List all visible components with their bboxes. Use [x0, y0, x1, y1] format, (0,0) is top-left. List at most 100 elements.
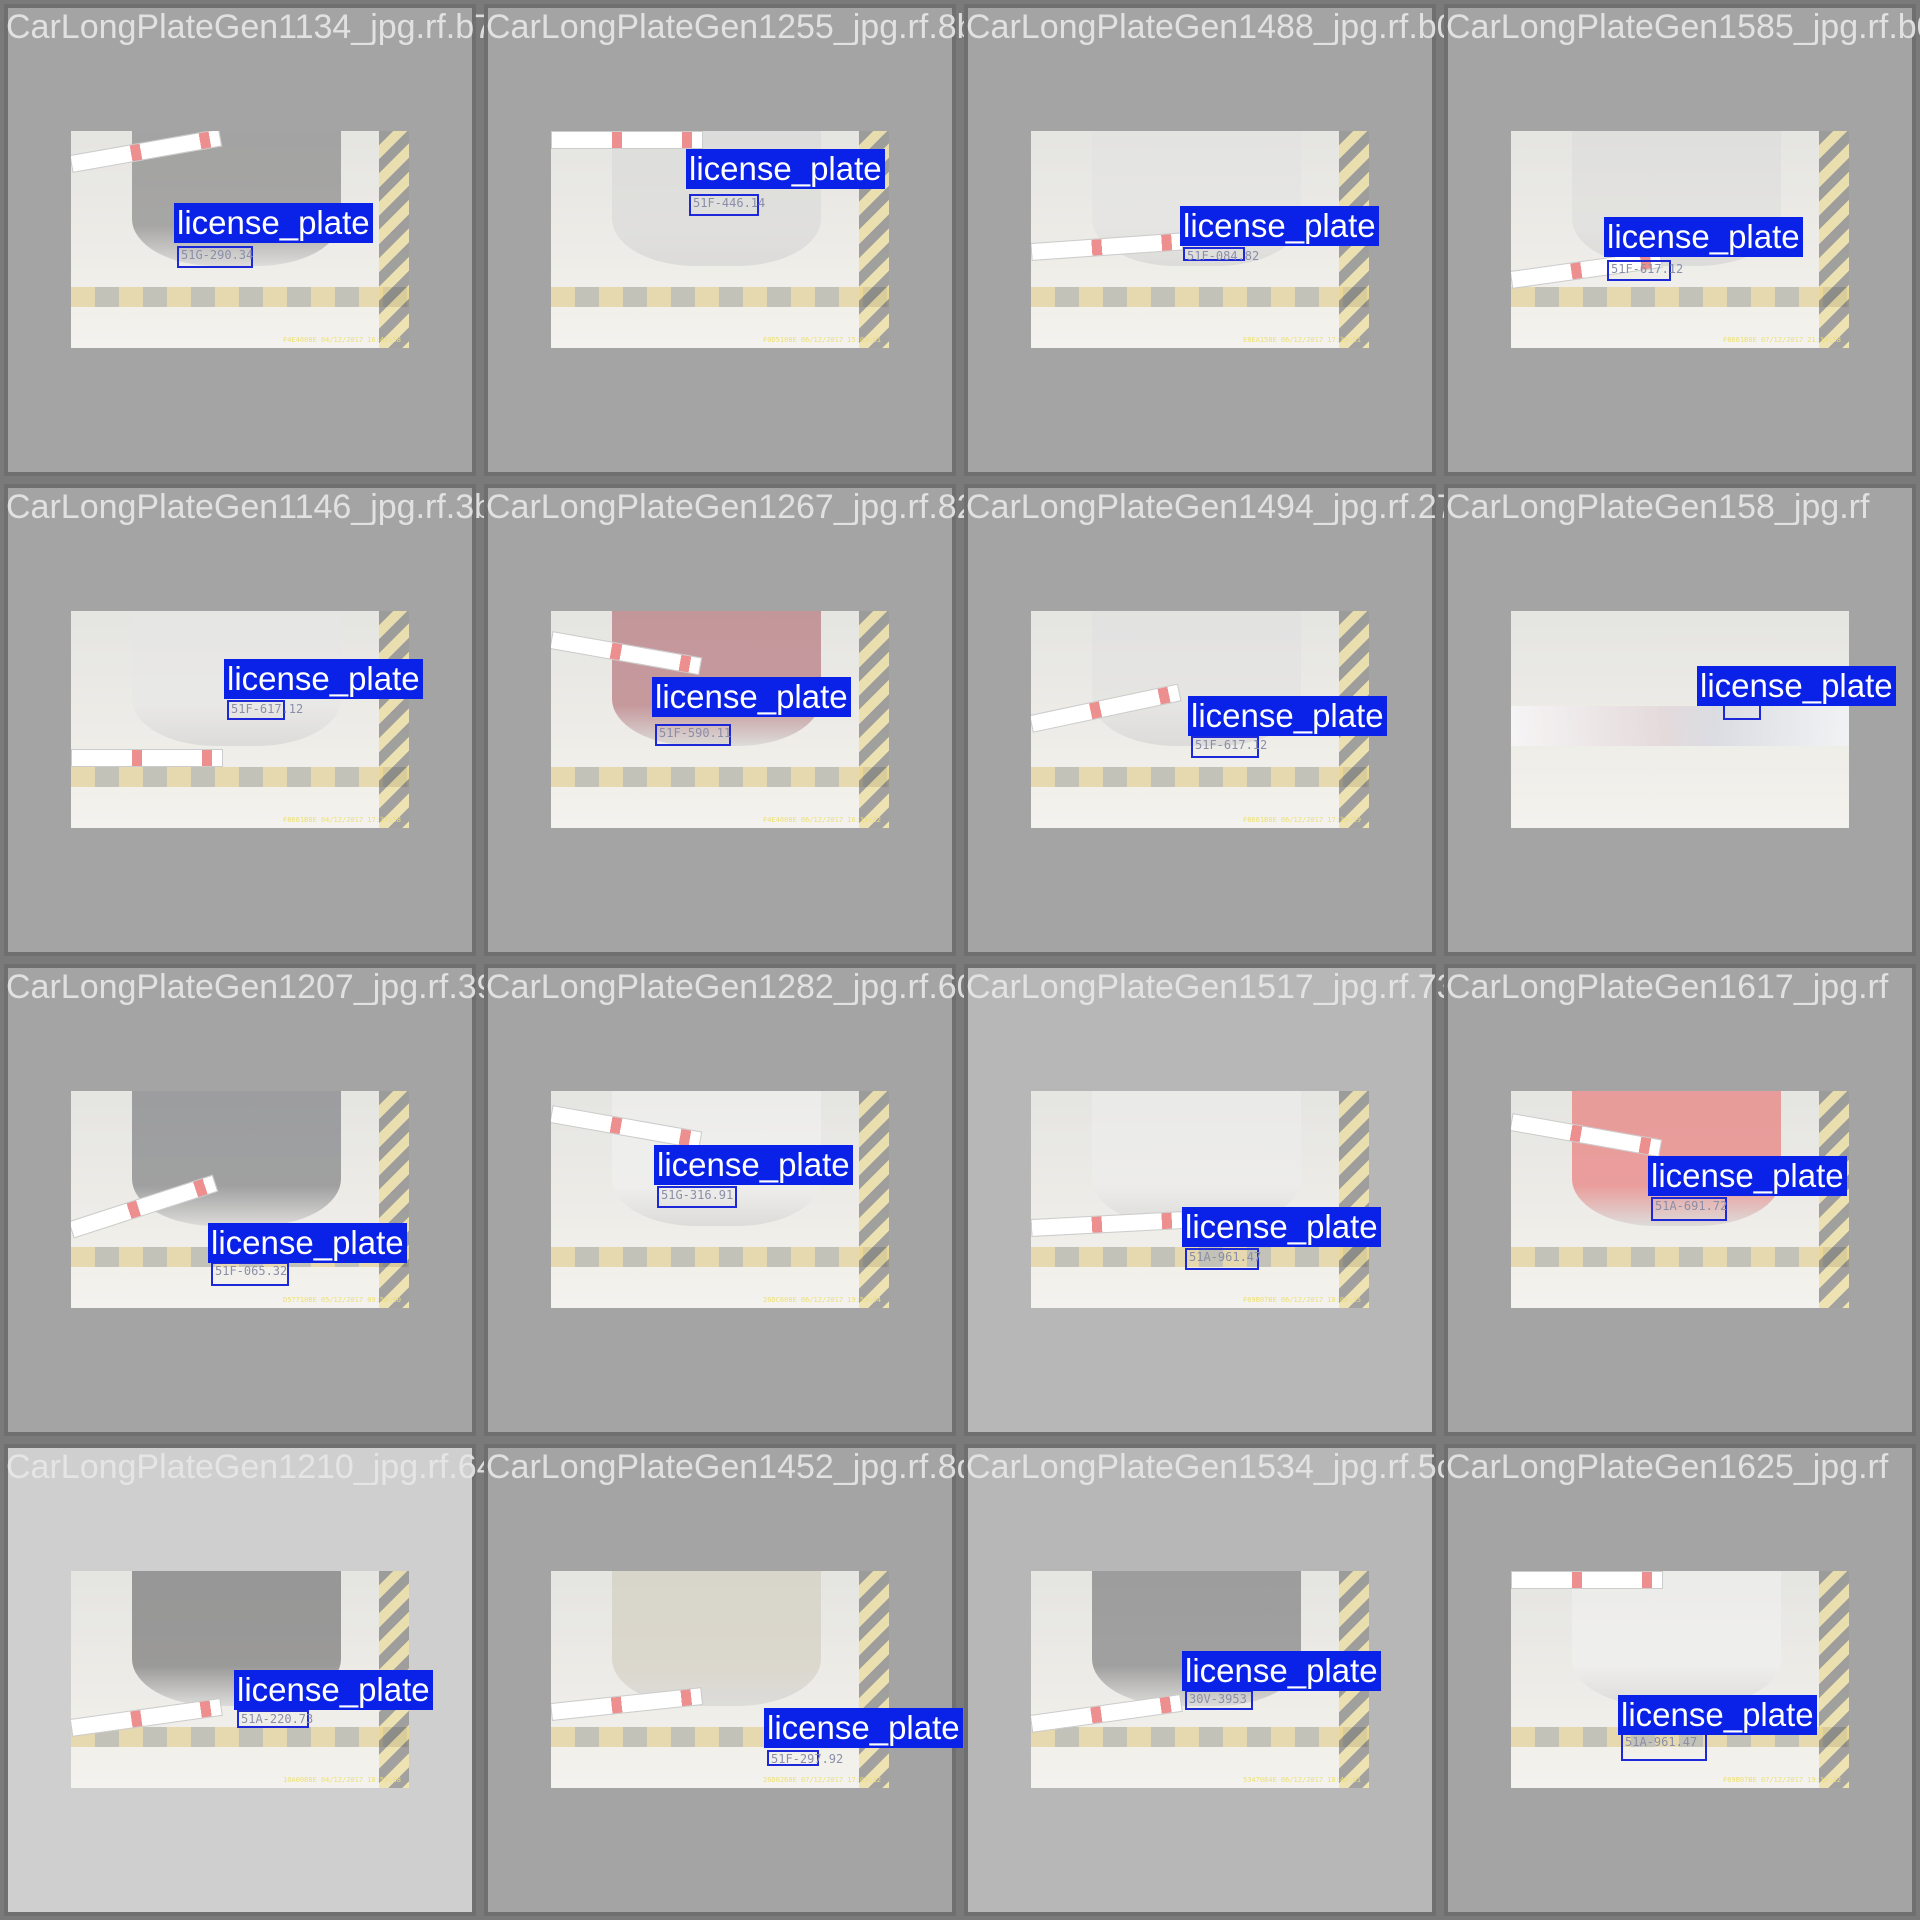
car-body [611, 1571, 822, 1706]
distorted-strip [1511, 706, 1849, 746]
plate-bounding-box: 51F-617.12 [1191, 736, 1267, 758]
plate-number: 51F-084.82 [1187, 249, 1260, 263]
image-filename: CarLongPlateGen1617_jpg.rf [1446, 968, 1889, 1006]
plate-bounding-box: 51F-446.14 [689, 194, 765, 216]
plate-number: 51F-297.92 [771, 1752, 844, 1766]
plate-bounding-box: 51A-961.47 [1621, 1733, 1707, 1761]
camera-timestamp: F69B07BE 06/12/2017 18:08:35 [1242, 1296, 1361, 1304]
grid-tile: 26DC608E 06/12/2017 19:53:44 CarLongPlate… [480, 960, 1117, 1440]
image-filename: CarLongPlateGen158_jpg.rf [1446, 488, 1870, 526]
plate-bounding-box: 51A-961.47 [1185, 1248, 1262, 1270]
speed-bump [1031, 1727, 1369, 1747]
detection-label: license_plate [234, 1670, 433, 1710]
plate-bounding-box: 51A-220.73 [237, 1710, 313, 1728]
plate-bounding-box: 51G-316.91 [657, 1186, 737, 1208]
plate-number: 51F-617.12 [1611, 262, 1684, 276]
plate-bounding-box: 30V-3953 [1185, 1690, 1253, 1710]
camera-timestamp: 5347084E 06/12/2017 18:40:41 [1242, 1776, 1361, 1784]
detection-label: license_plate [1182, 1651, 1381, 1691]
speed-bump [71, 1727, 409, 1747]
photo-overlay [1511, 1091, 1849, 1308]
plate-bounding-box: 51G-290.34 [177, 246, 253, 268]
camera-timestamp: F0D5108E 06/12/2017 15:03:41 [762, 336, 881, 344]
plate-number: 51F-065.32 [215, 1264, 288, 1278]
grid-tile: CarLongPlateGen1617_jpg.rf [1440, 960, 1920, 1440]
plate-number: 51G-316.91 [661, 1188, 734, 1202]
plate-bounding-box: 51F-617.12 [1607, 260, 1683, 281]
speed-bump [1031, 1247, 1369, 1267]
camera-timestamp: F4E4008E 06/12/2017 16:11:02 [762, 816, 881, 824]
grid-tile: F8661B8E 07/12/2017 21:14:58 CarLongPlate… [1440, 0, 1920, 480]
hazard-stripes [378, 1091, 409, 1308]
detection-label: license_plate [686, 149, 885, 189]
detection-label: license_plate [1697, 666, 1896, 706]
grid-tile: F8661B8E 04/12/2017 17:37:58 CarLongPlate… [0, 480, 671, 960]
plate-bounding-box: 51F-297.92 [767, 1750, 843, 1766]
hazard-stripes [858, 1571, 889, 1788]
car-photo [1511, 611, 1849, 828]
grid-tile: D57710BE 05/12/2017 09:58:00 CarLongPlate… [0, 960, 675, 1440]
hazard-stripes [1818, 1091, 1849, 1308]
camera-timestamp: F8661B8E 04/12/2017 17:37:58 [282, 816, 401, 824]
speed-bump [71, 287, 409, 307]
gate-barrier [551, 131, 703, 149]
hazard-stripes [378, 131, 409, 348]
car-photo: F4E4008E 04/12/2017 16:42:58 [71, 131, 409, 348]
detection-label: license_plate [1648, 1156, 1847, 1196]
grid-tile: F4E4008E 06/12/2017 16:11:02 CarLongPlate… [480, 480, 1182, 960]
speed-bump [551, 1247, 889, 1267]
speed-bump [1511, 1247, 1849, 1267]
detection-label: license_plate [654, 1145, 853, 1185]
grid-tile: F4E4008E 04/12/2017 16:42:58 CarLongPlate… [0, 0, 673, 480]
plate-number: 51A-691.72 [1655, 1199, 1728, 1213]
car-photo [1511, 1091, 1849, 1308]
camera-timestamp: F4E4008E 04/12/2017 16:42:58 [282, 336, 401, 344]
car-photo: F69B07BE 07/12/2017 19:10:22 [1511, 1571, 1849, 1788]
plate-number: 51A-220.73 [241, 1712, 314, 1726]
speed-bump [1031, 767, 1369, 787]
speed-bump [71, 767, 409, 787]
hazard-stripes [858, 1091, 889, 1308]
detection-label: license_plate [174, 203, 373, 243]
photo-overlay [1511, 611, 1849, 828]
gate-barrier [1511, 1571, 1663, 1589]
camera-timestamp: F69B07BE 07/12/2017 19:10:22 [1722, 1776, 1841, 1784]
hazard-stripes [858, 611, 889, 828]
image-filename: CarLongPlateGen1585_jpg.rf.b0748f5fdbec [1446, 8, 1920, 46]
grid-tile: CarLongPlateGen158_jpg.rf [1440, 480, 1920, 960]
grid-tile: F0D5108E 06/12/2017 15:03:41 CarLongPlate… [480, 0, 1136, 480]
photo-overlay [551, 1571, 889, 1788]
detection-label: license_plate [1618, 1695, 1817, 1735]
photo-overlay [551, 611, 889, 828]
plate-bounding-box: 51A-691.72 [1651, 1197, 1727, 1221]
plate-number: 51A-961.47 [1189, 1250, 1262, 1264]
detection-label: license_plate [652, 677, 851, 717]
plate-number: 51G-290.34 [181, 248, 254, 262]
photo-overlay [551, 1091, 889, 1308]
car-photo: 26D0268E 07/12/2017 17:05:12 [551, 1571, 889, 1788]
speed-bump [1031, 287, 1369, 307]
camera-timestamp: 26D0268E 07/12/2017 17:05:12 [762, 1776, 881, 1784]
camera-timestamp: 26DC608E 06/12/2017 19:53:44 [762, 1296, 881, 1304]
hazard-stripes [1338, 1091, 1369, 1308]
detection-label: license_plate [764, 1708, 963, 1748]
detection-label: license_plate [224, 659, 423, 699]
hazard-stripes [1818, 1571, 1849, 1788]
detection-label: license_plate [208, 1223, 407, 1263]
plate-bounding-box: 51F-084.82 [1183, 247, 1259, 263]
camera-timestamp: 10A0088E 04/12/2017 18:55:08 [282, 1776, 401, 1784]
hazard-stripes [378, 611, 409, 828]
car-photo: 26DC608E 06/12/2017 19:53:44 [551, 1091, 889, 1308]
camera-timestamp: E8EA158E 06/12/2017 17:39:51 [1242, 336, 1361, 344]
detection-label: license_plate [1180, 206, 1379, 246]
car-photo: D57710BE 05/12/2017 09:58:00 [71, 1091, 409, 1308]
speed-bump [551, 767, 889, 787]
plate-number: 51F-446.14 [693, 196, 766, 210]
car-photo: F69B07BE 06/12/2017 18:08:35 [1031, 1091, 1369, 1308]
grid-tile: F69B07BE 07/12/2017 19:10:22 CarLongPlate… [1440, 1440, 1920, 1920]
photo-overlay [1511, 1571, 1849, 1788]
image-filename: CarLongPlateGen1625_jpg.rf [1446, 1448, 1889, 1486]
hazard-stripes [1818, 131, 1849, 348]
plate-number: 51F-617.12 [231, 702, 304, 716]
